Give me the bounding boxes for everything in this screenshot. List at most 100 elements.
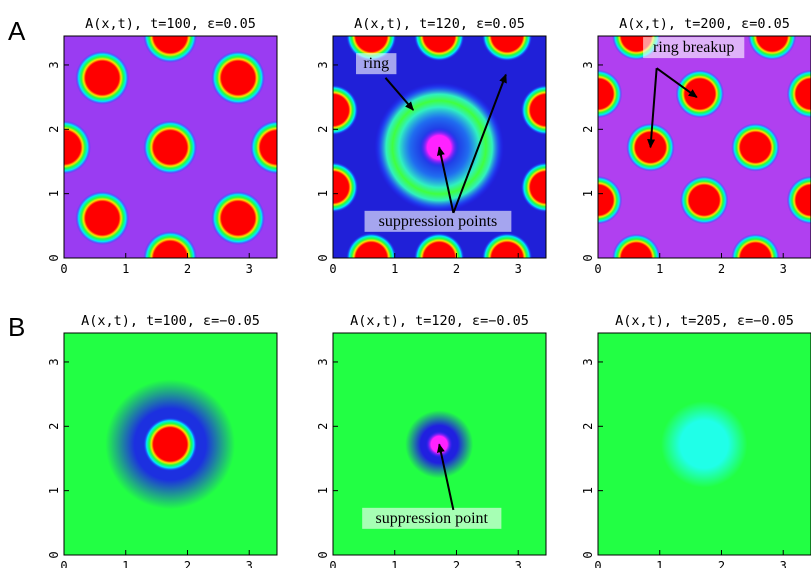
annotation-box xyxy=(364,210,512,232)
y-tick-label: 3 xyxy=(581,61,595,68)
row-label-b: B xyxy=(8,312,25,342)
y-tick-label: 3 xyxy=(581,358,595,365)
spot-mark xyxy=(598,175,623,225)
x-tick-label: 0 xyxy=(594,559,601,568)
spot-mark xyxy=(211,50,265,105)
x-tick-label: 1 xyxy=(656,559,663,568)
panel-title: A(x,t), t=205, ε=−0.05 xyxy=(615,313,794,329)
y-tick-label: 0 xyxy=(316,254,330,261)
panel-title: A(x,t), t=120, ε=−0.05 xyxy=(350,313,529,329)
annotation-label: ring xyxy=(363,55,389,72)
x-tick-label: 0 xyxy=(329,559,336,568)
plot-frame xyxy=(63,332,278,556)
annotation-arrow xyxy=(384,77,415,111)
spot-mark xyxy=(143,36,198,63)
spot-mark xyxy=(520,84,546,136)
y-tick-label: 1 xyxy=(316,487,330,494)
x-tick-label: 0 xyxy=(60,262,67,276)
spot-mark xyxy=(414,232,465,258)
y-tick-label: 0 xyxy=(316,551,330,558)
heatmap-panel: A(x,t), t=205, ε=−0.05 0 1 2 3 0 1 2 3 xyxy=(581,313,811,568)
y-tick-label: 3 xyxy=(47,358,61,365)
annotation-arrow xyxy=(436,146,455,214)
suppression-mark xyxy=(419,127,459,168)
annotation-label: suppression points xyxy=(379,213,498,230)
x-tick-label: 3 xyxy=(780,262,787,276)
spot-mark xyxy=(64,120,91,175)
x-tick-label: 2 xyxy=(184,262,191,276)
plot-frame xyxy=(332,35,547,259)
spot-mark xyxy=(598,69,623,119)
y-tick-label: 2 xyxy=(316,423,330,430)
y-tick-label: 1 xyxy=(316,190,330,197)
x-tick-label: 3 xyxy=(515,262,522,276)
y-tick-label: 3 xyxy=(316,61,330,68)
halo-region xyxy=(660,401,748,488)
x-tick-label: 2 xyxy=(453,262,460,276)
spot-mark xyxy=(333,162,359,213)
x-tick-label: 1 xyxy=(391,559,398,568)
spot-mark xyxy=(731,123,780,172)
spot-mark xyxy=(346,232,397,258)
x-tick-label: 2 xyxy=(718,262,725,276)
spot-mark xyxy=(482,36,533,62)
spot-mark xyxy=(612,233,661,258)
spot-mark xyxy=(414,36,465,62)
annotation-box xyxy=(356,53,397,75)
x-tick-label: 3 xyxy=(515,559,522,568)
y-tick-label: 1 xyxy=(47,190,61,197)
panel-title: A(x,t), t=100, ε=0.05 xyxy=(85,16,256,32)
x-tick-label: 2 xyxy=(718,559,725,568)
annotation-arrow xyxy=(436,443,455,511)
heatmap-panel: A(x,t), t=100, ε=−0.05 0 1 2 3 0 1 2 3 xyxy=(47,313,278,568)
spot-mark xyxy=(143,231,198,258)
y-tick-label: 2 xyxy=(581,423,595,430)
heatmap-panel: A(x,t), t=120, ε=0.05 0 1 2 3 0 1 2 3 ring suppres… xyxy=(316,16,547,276)
x-tick-label: 1 xyxy=(122,559,129,568)
x-tick-label: 3 xyxy=(780,559,787,568)
plot-area xyxy=(64,333,277,555)
y-tick-label: 3 xyxy=(47,61,61,68)
x-tick-label: 2 xyxy=(184,559,191,568)
y-tick-label: 1 xyxy=(581,487,595,494)
y-tick-label: 1 xyxy=(581,190,595,197)
plot-area xyxy=(598,36,811,258)
spot-mark xyxy=(675,69,725,119)
spot-mark xyxy=(333,84,359,136)
spot-mark xyxy=(75,191,130,245)
heatmap-panel: A(x,t), t=120, ε=−0.05 0 1 2 3 0 1 2 3 suppressio… xyxy=(316,313,547,568)
y-tick-label: 2 xyxy=(581,126,595,133)
plot-frame xyxy=(597,35,811,259)
y-tick-label: 2 xyxy=(316,126,330,133)
x-tick-label: 2 xyxy=(453,559,460,568)
y-tick-label: 1 xyxy=(47,487,61,494)
spot-mark xyxy=(250,120,277,175)
x-tick-label: 1 xyxy=(391,262,398,276)
x-tick-label: 3 xyxy=(246,262,253,276)
annotation-box xyxy=(362,507,502,529)
spot-mark xyxy=(143,417,198,472)
annotation-label: suppression point xyxy=(376,510,489,527)
annotation-arrow xyxy=(452,73,507,214)
heatmap-panel: A(x,t), t=200, ε=0.05 0 1 2 3 0 1 2 3 ring breaku… xyxy=(581,16,811,276)
panel-title: A(x,t), t=100, ε=−0.05 xyxy=(81,313,260,329)
x-tick-label: 3 xyxy=(246,559,253,568)
y-tick-label: 0 xyxy=(47,254,61,261)
plot-area xyxy=(64,36,277,258)
spot-mark xyxy=(786,69,811,119)
x-tick-label: 0 xyxy=(60,559,67,568)
x-tick-label: 1 xyxy=(656,262,663,276)
spot-mark xyxy=(75,50,130,105)
plot-area xyxy=(598,333,811,555)
spot-mark xyxy=(482,232,533,258)
heatmap-panel: A(x,t), t=100, ε=0.05 0 1 2 3 0 1 2 3 xyxy=(47,16,278,276)
plot-frame xyxy=(597,332,811,556)
y-tick-label: 3 xyxy=(316,358,330,365)
annotation-arrow xyxy=(656,67,698,98)
y-tick-label: 2 xyxy=(47,126,61,133)
y-tick-label: 0 xyxy=(581,254,595,261)
annotation-label: ring breakup xyxy=(653,39,734,56)
plot-frame xyxy=(63,35,278,259)
spot-mark xyxy=(731,233,780,258)
